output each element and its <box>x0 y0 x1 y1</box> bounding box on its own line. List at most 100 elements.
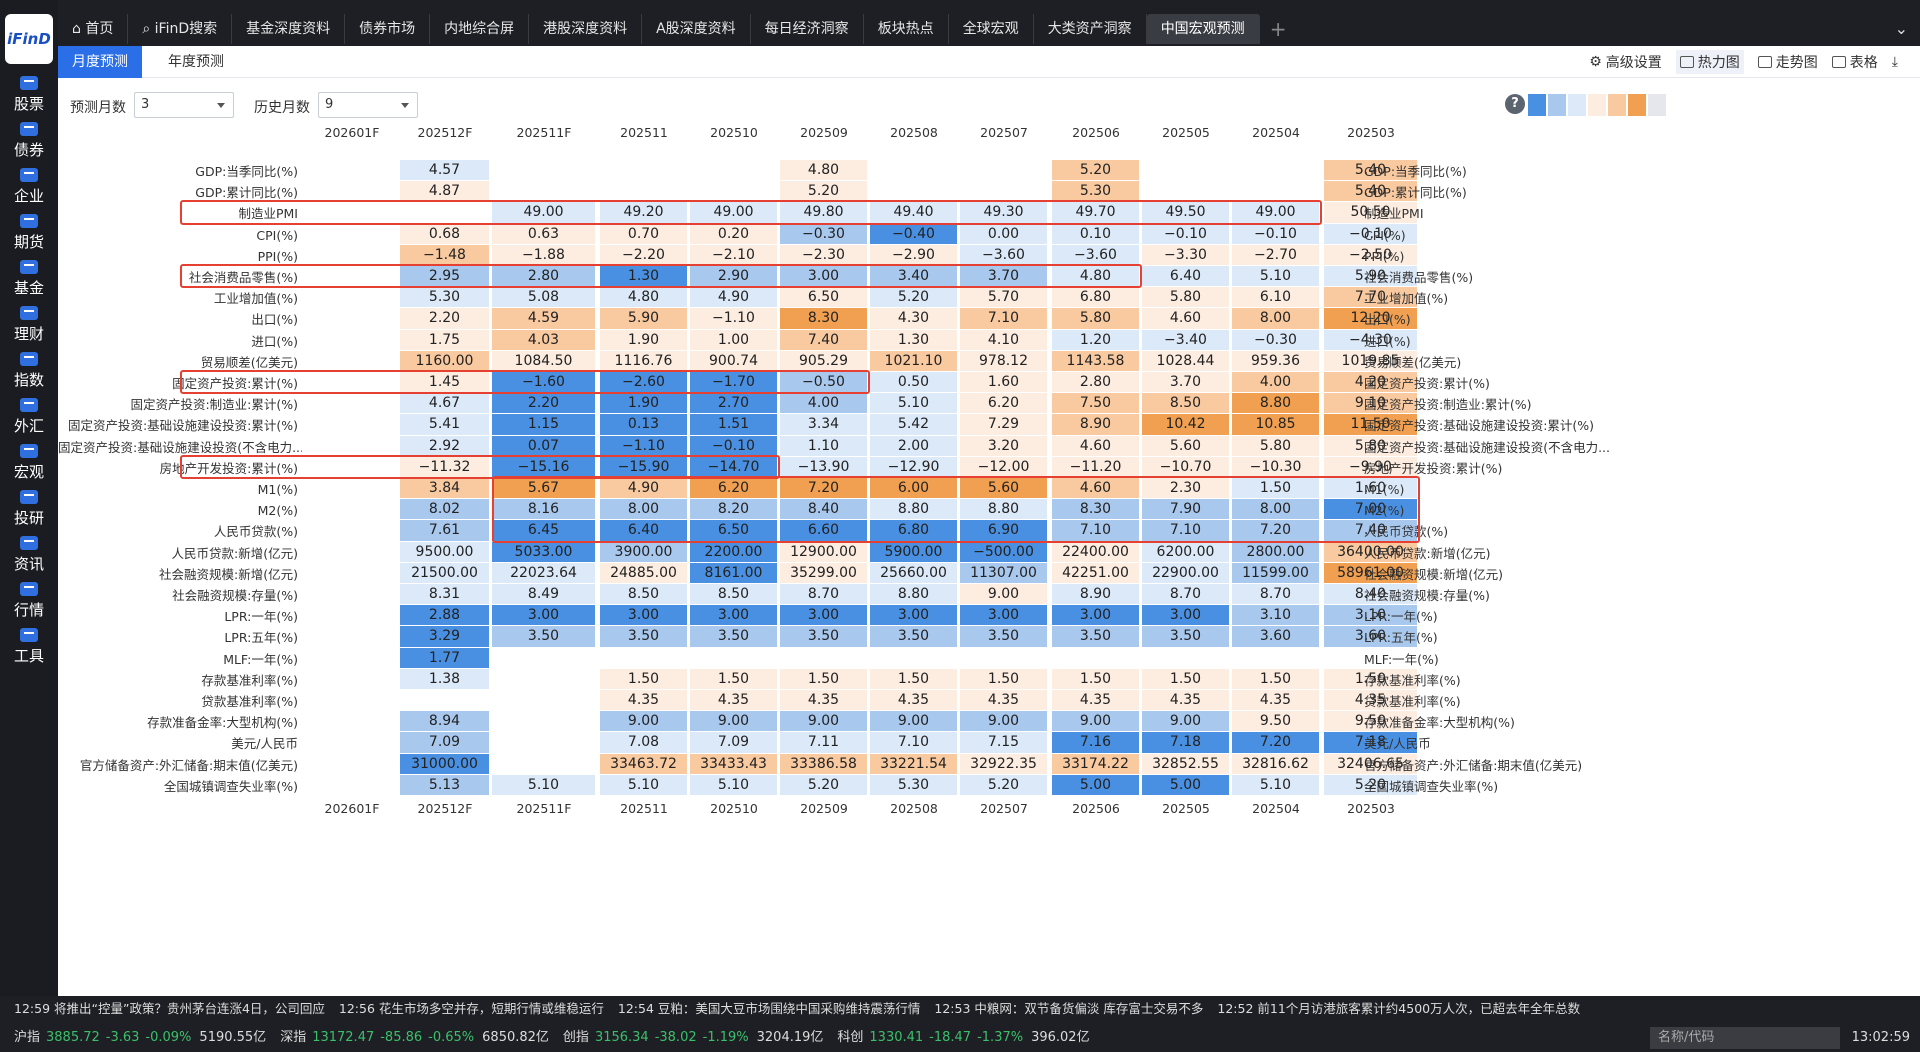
data-cell[interactable]: 2.20 <box>400 308 489 329</box>
data-cell[interactable]: 5.42 <box>870 414 957 435</box>
data-cell[interactable]: 9500.00 <box>400 541 489 562</box>
data-cell[interactable] <box>308 648 395 668</box>
data-cell[interactable]: 1028.44 <box>1142 350 1229 371</box>
news-item[interactable]: 12:56 花生市场多空并存，短期行情或维稳运行 <box>338 1001 604 1016</box>
data-cell[interactable]: 5.13 <box>400 774 489 795</box>
data-cell[interactable]: −11.20 <box>1052 456 1139 477</box>
data-cell[interactable] <box>308 287 395 307</box>
data-cell[interactable]: 8.30 <box>1052 499 1139 520</box>
data-cell[interactable]: −3.30 <box>1142 244 1229 265</box>
data-cell[interactable]: 1.51 <box>690 414 777 435</box>
data-cell[interactable]: 1.90 <box>600 329 687 350</box>
data-cell[interactable]: 8.70 <box>1142 584 1229 605</box>
data-cell[interactable]: 3.00 <box>870 605 957 626</box>
data-cell[interactable]: 21500.00 <box>400 562 489 583</box>
data-cell[interactable]: −0.50 <box>780 372 867 393</box>
data-cell[interactable] <box>960 160 1047 180</box>
data-cell[interactable]: 8.49 <box>492 584 595 605</box>
data-cell[interactable] <box>308 202 395 222</box>
data-cell[interactable]: 5.08 <box>492 287 595 308</box>
data-cell[interactable]: 4.35 <box>1324 690 1417 711</box>
data-cell[interactable]: 7.16 <box>1052 732 1139 753</box>
data-cell[interactable] <box>492 711 595 731</box>
data-cell[interactable]: 900.74 <box>690 350 777 371</box>
data-cell[interactable]: −15.90 <box>600 456 687 477</box>
data-cell[interactable] <box>960 648 1047 668</box>
data-cell[interactable]: 6.40 <box>600 520 687 541</box>
data-cell[interactable]: 8.40 <box>1324 584 1417 605</box>
data-cell[interactable] <box>400 202 489 222</box>
data-cell[interactable]: 5.30 <box>1052 181 1139 202</box>
data-cell[interactable]: 1.50 <box>960 668 1047 689</box>
data-cell[interactable]: 1.50 <box>600 668 687 689</box>
data-cell[interactable]: −1.60 <box>492 372 595 393</box>
data-cell[interactable]: 6.20 <box>690 478 777 499</box>
data-cell[interactable]: 7.20 <box>780 478 867 499</box>
data-cell[interactable]: −0.10 <box>1142 223 1229 244</box>
data-cell[interactable]: 5.70 <box>960 287 1047 308</box>
data-cell[interactable] <box>492 732 595 752</box>
data-cell[interactable]: 7.10 <box>870 732 957 753</box>
data-cell[interactable]: 4.60 <box>1052 435 1139 456</box>
data-cell[interactable]: 8.00 <box>600 499 687 520</box>
data-cell[interactable]: −2.60 <box>600 372 687 393</box>
data-cell[interactable] <box>780 648 867 668</box>
data-cell[interactable]: 7.70 <box>1324 287 1417 308</box>
data-cell[interactable]: 978.12 <box>960 350 1047 371</box>
sidebar-item-6[interactable]: 指数 <box>0 348 58 394</box>
data-cell[interactable]: 2.70 <box>690 393 777 414</box>
data-cell[interactable]: 7.40 <box>780 329 867 350</box>
data-cell[interactable]: 49.00 <box>492 202 595 223</box>
data-cell[interactable]: 4.35 <box>690 690 777 711</box>
data-cell[interactable]: 7.15 <box>960 732 1047 753</box>
data-cell[interactable]: −9.90 <box>1324 456 1417 477</box>
data-cell[interactable] <box>308 457 395 477</box>
data-cell[interactable] <box>308 754 395 774</box>
data-cell[interactable]: 3.00 <box>780 605 867 626</box>
data-cell[interactable] <box>1142 181 1229 201</box>
top-tab-5[interactable]: 港股深度资料 <box>529 14 643 44</box>
data-cell[interactable]: 1.30 <box>600 266 687 287</box>
data-cell[interactable]: 49.00 <box>1232 202 1319 223</box>
data-cell[interactable] <box>308 690 395 710</box>
data-cell[interactable]: 5.20 <box>1324 774 1417 795</box>
data-cell[interactable]: −3.60 <box>960 244 1047 265</box>
data-cell[interactable]: 50.50 <box>1324 202 1417 223</box>
data-cell[interactable]: 9.00 <box>1142 711 1229 732</box>
data-cell[interactable]: 1.75 <box>400 329 489 350</box>
data-cell[interactable]: 5.10 <box>690 774 777 795</box>
data-cell[interactable]: 6.00 <box>870 478 957 499</box>
data-cell[interactable]: 8.94 <box>400 711 489 732</box>
data-cell[interactable]: 6.80 <box>1052 287 1139 308</box>
data-cell[interactable] <box>308 393 395 413</box>
data-cell[interactable]: 1143.58 <box>1052 350 1139 371</box>
data-cell[interactable]: 5.40 <box>1324 181 1417 202</box>
data-cell[interactable]: 8.40 <box>780 499 867 520</box>
data-cell[interactable] <box>308 711 395 731</box>
data-cell[interactable]: 5.20 <box>1052 160 1139 181</box>
data-cell[interactable]: 24885.00 <box>600 562 687 583</box>
data-cell[interactable]: 6.40 <box>1142 266 1229 287</box>
add-tab-icon[interactable]: + <box>1269 17 1287 41</box>
data-cell[interactable]: 1.77 <box>400 647 489 668</box>
data-cell[interactable]: 2.30 <box>1142 478 1229 499</box>
data-cell[interactable]: 0.70 <box>600 223 687 244</box>
data-cell[interactable]: 1021.10 <box>870 350 957 371</box>
data-cell[interactable]: 1116.76 <box>600 350 687 371</box>
data-cell[interactable] <box>308 351 395 371</box>
news-item[interactable]: 12:54 豆粕：美国大豆市场围绕中国采购维持震荡行情 <box>617 1001 921 1016</box>
data-cell[interactable]: 32816.62 <box>1232 753 1319 774</box>
data-cell[interactable]: 2.95 <box>400 266 489 287</box>
data-cell[interactable]: 0.63 <box>492 223 595 244</box>
data-cell[interactable]: 33221.54 <box>870 753 957 774</box>
data-cell[interactable]: 9.00 <box>870 711 957 732</box>
data-cell[interactable]: 4.00 <box>1232 372 1319 393</box>
data-cell[interactable]: 3.10 <box>1232 605 1319 626</box>
data-cell[interactable]: 4.87 <box>400 181 489 202</box>
data-cell[interactable]: 8.20 <box>690 499 777 520</box>
data-cell[interactable]: 0.07 <box>492 435 595 456</box>
data-cell[interactable] <box>308 160 395 180</box>
data-cell[interactable]: 0.10 <box>1052 223 1139 244</box>
data-cell[interactable] <box>870 181 957 201</box>
data-cell[interactable]: 7.50 <box>1052 393 1139 414</box>
